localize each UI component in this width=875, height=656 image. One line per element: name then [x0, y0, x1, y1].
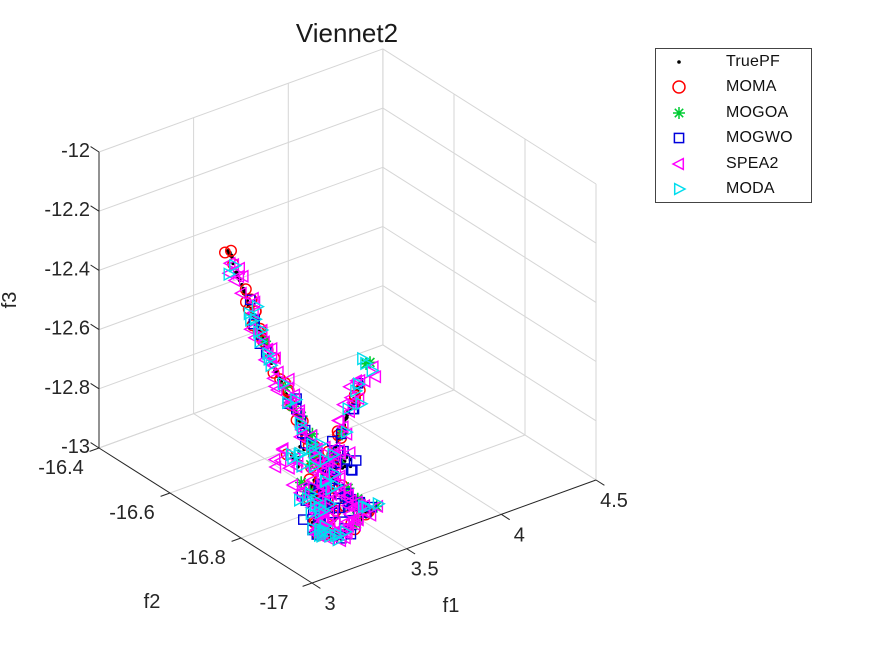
- z-tick-label: -13: [61, 436, 90, 458]
- grid-layer: [98, 48, 597, 550]
- x-axis-label: f1: [443, 595, 460, 617]
- y-axis-label: f2: [144, 591, 161, 613]
- moda-marker-icon: [673, 182, 687, 196]
- legend-box: TruePF MOMA MOGOA MOGWO SPEA2 MODA: [655, 48, 812, 203]
- data-layer: [218, 244, 386, 548]
- legend-entry-moma: MOMA: [656, 75, 811, 99]
- axes-layer: [89, 146, 605, 589]
- x-tick-label: 4: [514, 524, 525, 546]
- legend-label: MOMA: [726, 78, 777, 96]
- y-tick-label: -16.4: [38, 457, 84, 479]
- legend-entry-mogoa: MOGOA: [656, 101, 811, 125]
- tick-labels-layer: 3 3.5 4 4.5 -16.4 -16.6 -16.8 -17 -12 -12.2 -12.4 -…: [38, 140, 628, 615]
- z-tick-label: -12.2: [44, 199, 90, 221]
- x-tick-label: 3: [324, 593, 335, 615]
- legend-entry-moda: MODA: [656, 177, 811, 201]
- y-tick-label: -16.6: [109, 502, 155, 524]
- z-axis-label: f3: [0, 292, 21, 309]
- spea2-marker-icon: [671, 157, 685, 171]
- z-tick-label: -12: [61, 140, 90, 162]
- legend-label: MOGOA: [726, 103, 789, 121]
- moma-marker-icon: [672, 80, 686, 94]
- y-tick-label: -16.8: [180, 547, 226, 569]
- legend-label: SPEA2: [726, 154, 779, 172]
- z-tick-label: -12.8: [44, 377, 90, 399]
- plot-title: Viennet2: [296, 18, 398, 48]
- legend-label: TruePF: [726, 52, 780, 70]
- legend-entry-truepf: TruePF: [656, 50, 811, 74]
- truepf-marker-icon: [677, 59, 681, 64]
- x-tick-label: 4.5: [600, 490, 628, 512]
- legend-label: MODA: [726, 180, 775, 198]
- z-tick-label: -12.6: [44, 318, 90, 340]
- legend-label: MOGWO: [726, 129, 793, 147]
- x-tick-label: 3.5: [411, 559, 439, 581]
- mogoa-marker-icon: [673, 106, 685, 119]
- y-tick-label: -17: [260, 592, 289, 614]
- series-moda: [223, 258, 386, 547]
- legend-entry-mogwo: MOGWO: [656, 126, 811, 150]
- legend-entry-spea2: SPEA2: [656, 152, 811, 176]
- mogwo-marker-icon: [673, 132, 685, 144]
- z-tick-label: -12.4: [44, 258, 90, 280]
